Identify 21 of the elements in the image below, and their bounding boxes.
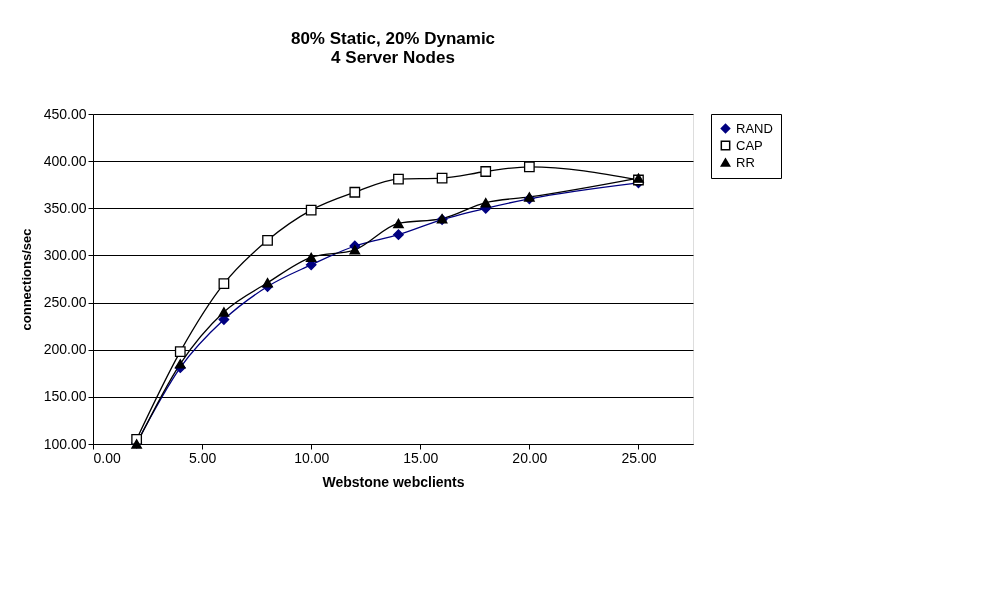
x-tick-label: 5.00: [188, 449, 217, 466]
y-tick-label: 300.00: [43, 246, 87, 263]
legend-label: RR: [736, 154, 755, 170]
x-tick-label: 10.00: [294, 449, 330, 466]
legend-label: CAP: [736, 137, 763, 153]
y-tick-label: 150.00: [43, 388, 87, 405]
text: 80% Static, 20% Dynamic: [290, 29, 496, 48]
y-tick-label: 250.00: [43, 294, 87, 311]
y-tick-label: 200.00: [43, 341, 87, 358]
y-tick-label: 350.00: [43, 199, 87, 216]
x-axis-title: Webstone webclients: [322, 473, 465, 490]
x-tick-label: 25.00: [621, 449, 657, 466]
y-tick-label: 450.00: [43, 105, 87, 122]
y-tick-label: 100.00: [43, 435, 87, 452]
legend-label: RAND: [736, 120, 773, 136]
y-tick-label: 400.00: [43, 152, 87, 169]
x-tick-label: 0.00: [93, 449, 121, 466]
x-tick-label: 15.00: [403, 449, 439, 466]
x-tick-label: 20.00: [512, 449, 548, 466]
text: 4 Server Nodes: [331, 48, 455, 67]
y-axis-title: connections/sec: [18, 228, 34, 331]
